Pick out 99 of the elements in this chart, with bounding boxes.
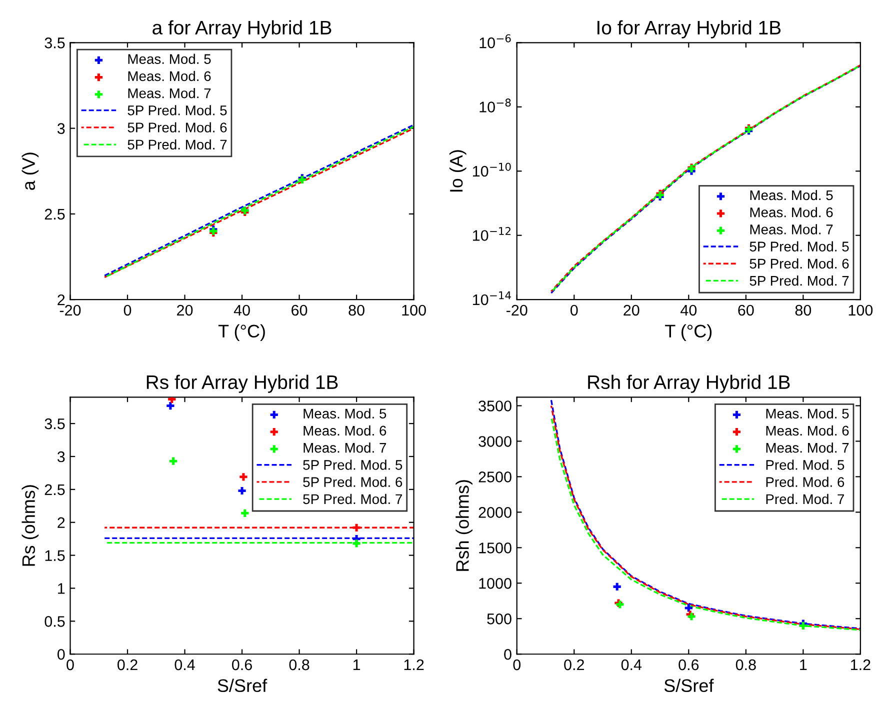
legend-label: 5P Pred. Mod. 7 [303,494,402,504]
y-axis-title: Io (A) [449,150,466,192]
y-axis-title: Rs (ohms) [22,485,39,566]
point [241,509,249,517]
y-tick-label: 3.5 [44,418,65,430]
point [238,486,246,495]
y-tick-label: 2.5 [44,484,65,496]
x-tick-label: 80 [348,304,364,316]
legend-label: Meas. Mod. 6 [766,425,849,436]
legend-label: 5P Pred. Mod. 6 [128,122,227,132]
legend-label: Meas. Mod. 6 [128,70,211,82]
y-tick-label: 1500 [479,542,512,554]
y-tick-label: 2000 [478,507,512,518]
x-tick-label: 1 [353,660,360,670]
point [352,524,360,532]
legend-label: 5P Pred. Mod. 7 [128,139,227,150]
y-tick-label: 10$^{−10}$ [473,162,511,177]
x-tick-label: 0.6 [678,659,699,670]
x-tick-label: 1.2 [850,659,870,670]
x-tick-label: 100 [402,304,426,316]
x-tick-label: 0.8 [736,659,756,670]
legend-label: 5P Pred. Mod. 6 [303,476,402,487]
x-tick-label: 1.2 [404,659,424,670]
x-axis-title: S/Sref [218,678,268,692]
y-tick-label: 3000 [478,436,512,447]
legend-label: Meas. Mod. 5 [304,408,386,419]
x-tick-label: 0 [124,304,132,316]
x-tick-label: 0.2 [564,659,584,670]
x-tick-label: 40 [234,304,250,316]
x-tick-label: 0.2 [117,659,138,670]
point [352,540,360,548]
x-axis-title: T (°C) [218,324,265,342]
legend-label: Meas. Mod. 6 [750,207,833,218]
x-tick-label: 20 [177,304,193,316]
y-tick-label: 500 [487,614,512,624]
legend-label: 5P Pred. Mod. 5 [128,105,227,116]
legend-label: Pred. Mod. 7 [766,494,844,504]
point [166,402,174,410]
legend-label: 5P Pred. Mod. 7 [750,276,849,286]
x-tick-label: 1 [800,660,807,670]
y-tick-label: 3 [57,451,65,462]
x-tick-label: -20 [506,304,528,316]
chart-title: a for Array Hybrid 1B [152,20,332,38]
y-tick-label: 0.5 [44,616,65,627]
y-tick-label: 2500 [478,472,512,482]
y-tick-label: 10$^{−12}$ [473,226,510,241]
chart-title: Rs for Array Hybrid 1B [146,374,338,393]
point [170,457,178,465]
legend-label: Meas. Mod. 7 [304,442,386,453]
legend-label: Meas. Mod. 7 [766,442,849,453]
y-tick-label: 0 [504,648,512,660]
x-tick-label: 20 [624,304,640,316]
legend-label: Meas. Mod. 5 [750,190,833,200]
y-tick-label: 3500 [478,400,512,412]
x-tick-label: 40 [680,304,697,316]
y-tick-label: 10$^{−14}$ [473,291,511,306]
x-tick-label: 0 [570,304,578,316]
chart-title: Rsh for Array Hybrid 1B [588,374,790,393]
x-tick-label: -20 [60,304,81,316]
x-tick-label: 0.4 [174,659,195,670]
x-axis-title: T (°C) [665,324,712,342]
y-tick-label: 2 [58,517,65,528]
legend-label: Meas. Mod. 5 [128,54,211,64]
legend-label: Meas. Mod. 7 [750,224,833,234]
y-tick-label: 10$^{−8}$ [480,98,511,112]
y-axis-title: Rsh (ohms) [456,480,472,571]
x-tick-label: 0.6 [232,659,252,670]
x-tick-label: 0 [66,659,74,670]
y-tick-label: 10$^{−6}$ [480,34,511,48]
legend-label: 5P Pred. Mod. 5 [303,460,402,470]
point [613,582,621,590]
legend-label: Meas. Mod. 5 [766,408,849,419]
legend-label: Pred. Mod. 6 [766,476,844,487]
y-tick-label: 1.5 [45,550,65,561]
legend-label: 5P Pred. Mod. 6 [750,258,849,269]
x-tick-label: 60 [738,304,754,316]
x-tick-label: 0 [513,659,521,670]
legend-label: Meas. Mod. 6 [304,425,386,436]
x-tick-label: 60 [292,304,308,316]
x-tick-label: 80 [795,304,812,316]
y-tick-label: 2 [58,294,65,306]
y-tick-label: 1 [58,583,65,594]
legend-label: Meas. Mod. 7 [128,88,211,98]
x-tick-label: 0.4 [621,659,642,670]
y-tick-label: 3.5 [44,38,65,48]
x-tick-label: 100 [848,304,873,316]
y-tick-label: 1000 [479,578,512,589]
legend-label: 5P Pred. Mod. 5 [750,241,849,252]
point [684,604,692,612]
y-tick-label: 0 [57,648,65,660]
point [168,397,176,403]
y-tick-label: 2.5 [44,208,65,220]
point [240,473,248,481]
chart-title: Io for Array Hybrid 1B [598,20,781,38]
y-tick-label: 3 [57,123,65,134]
x-axis-title: S/Sref [664,678,714,692]
y-axis-title: a (V) [22,152,39,190]
legend-label: Pred. Mod. 5 [766,460,844,470]
x-tick-label: 0.8 [289,659,310,670]
